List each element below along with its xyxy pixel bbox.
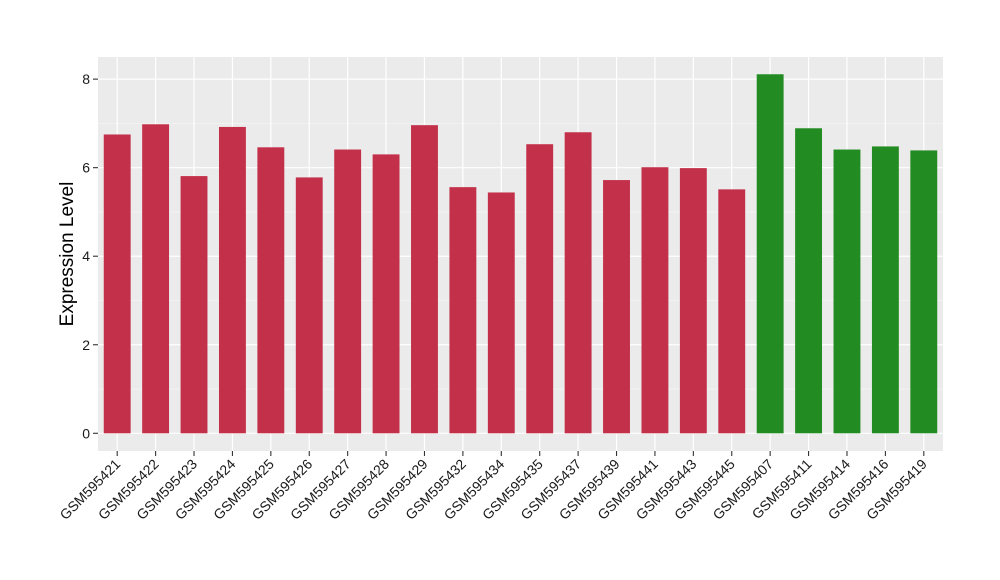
bar-gsm595445 (718, 189, 746, 434)
bar-gsm595425 (257, 147, 285, 434)
bar-gsm595426 (295, 177, 323, 434)
bar-gsm595407 (756, 74, 784, 434)
bar-gsm595419 (910, 150, 938, 434)
bar-gsm595421 (103, 134, 131, 434)
bar-gsm595422 (142, 124, 170, 434)
y-tick-label: 4 (82, 248, 90, 264)
bars (103, 74, 938, 434)
bar-gsm595416 (871, 146, 899, 434)
bar-gsm595437 (564, 132, 592, 434)
bar-gsm595439 (603, 180, 630, 434)
bar-gsm595423 (180, 176, 208, 434)
bar-gsm595429 (411, 125, 438, 434)
bar-gsm595443 (679, 168, 707, 434)
y-axis: 0 2 4 6 8 (82, 71, 98, 441)
y-tick-label: 0 (82, 425, 90, 441)
bar-gsm595435 (526, 144, 554, 434)
y-tick-label: 2 (82, 337, 90, 353)
bar-gsm595411 (795, 128, 823, 434)
bar-gsm595434 (487, 192, 515, 434)
y-axis-title: Expression Level (57, 182, 78, 327)
bar-gsm595427 (334, 149, 362, 434)
bar-gsm595432 (449, 187, 477, 434)
y-tick-label: 8 (82, 71, 90, 87)
bar-gsm595428 (372, 154, 400, 434)
bar-gsm595414 (833, 149, 861, 434)
y-tick-label: 6 (82, 160, 90, 176)
x-axis: GSM595421GSM595422GSM595423GSM595424GSM5… (56, 451, 930, 523)
bar-gsm595441 (641, 167, 669, 434)
bar-gsm595424 (218, 126, 246, 434)
